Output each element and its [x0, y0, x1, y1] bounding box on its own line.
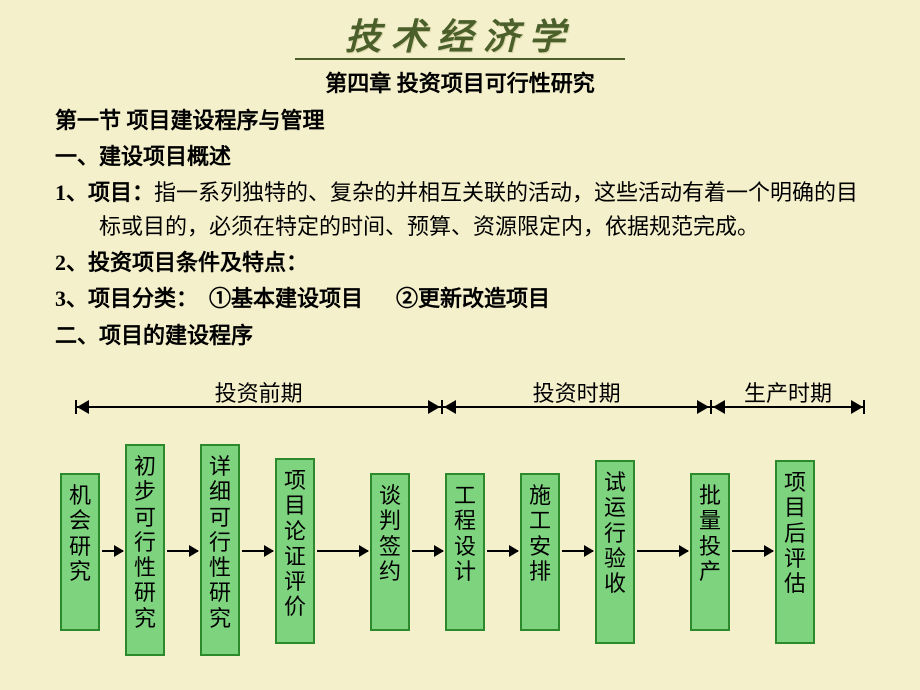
flow-box-b7: 施工安排	[520, 473, 560, 631]
heading-1: 一、建设项目概述	[55, 140, 865, 174]
point-3-lead: 3、项目分类：	[55, 286, 198, 311]
timeline-seg2-arrow-right	[851, 400, 863, 414]
chapter-title: 第四章 投资项目可行性研究	[0, 66, 920, 98]
timeline-seg0-arrow-left	[77, 400, 89, 414]
timeline-seg2-arrow-left	[713, 400, 725, 414]
flow-box-b9: 批量投产	[690, 473, 730, 631]
point-1: 1、项目：指一系列独特的、复杂的并相互关联的活动，这些活动有着一个明确的目标或目…	[55, 176, 865, 244]
timeline-tick-0	[441, 400, 443, 414]
point-3: 3、项目分类： ①基本建设项目 ②更新改造项目	[55, 282, 865, 316]
flow-arrow-4	[412, 550, 443, 552]
flow-box-b3: 详细可行性研究	[200, 444, 240, 656]
flow-arrow-6	[562, 550, 593, 552]
flow-box-b4: 项目论证评价	[275, 458, 315, 644]
timeline-seg1-arrow-left	[444, 400, 456, 414]
flow-arrow-2	[242, 550, 273, 552]
flow-arrow-5	[487, 550, 518, 552]
flow-box-b1: 机会研究	[60, 473, 100, 631]
point-1-lead: 1、项目：	[55, 180, 154, 205]
point-2: 2、投资项目条件及特点：	[55, 246, 865, 280]
timeline-endpoint-right	[863, 400, 865, 414]
flow-arrow-8	[732, 550, 773, 552]
timeline-phase-label-0: 投资前期	[215, 376, 303, 408]
heading-2: 二、项目的建设程序	[55, 319, 865, 353]
flow-arrow-0	[102, 550, 123, 552]
timeline-seg0-arrow-right	[428, 400, 440, 414]
flow-box-b8: 试运行验收	[595, 460, 635, 644]
section-1-title: 第一节 项目建设程序与管理	[55, 104, 865, 138]
timeline-phase-label-2: 生产时期	[744, 376, 832, 408]
flow-arrow-7	[637, 550, 688, 552]
timeline-seg1-arrow-right	[697, 400, 709, 414]
point-3-opt2: ②更新改造项目	[396, 286, 550, 311]
flow-diagram: 机会研究初步可行性研究详细可行性研究项目论证评价 谈判签约工程设计施工安排试运行验…	[50, 438, 880, 668]
flow-arrow-3	[317, 550, 368, 552]
flow-box-b10: 项目后评估	[775, 460, 815, 644]
flow-arrow-1	[167, 550, 198, 552]
point-1-body: 指一系列独特的、复杂的并相互关联的活动，这些活动有着一个明确的目标或目的，必须在…	[99, 180, 858, 239]
content-block: 第一节 项目建设程序与管理 一、建设项目概述 1、项目：指一系列独特的、复杂的并…	[0, 98, 920, 353]
flow-box-b5: 谈判签约	[370, 473, 410, 631]
timeline-phase-label-1: 投资时期	[533, 376, 621, 408]
flow-box-b2: 初步可行性研究	[125, 444, 165, 656]
flow-box-b6: 工程设计	[445, 473, 485, 631]
timeline-tick-1	[710, 400, 712, 414]
point-3-opt1: ①基本建设项目	[209, 286, 363, 311]
page-header-title: 技术经济学	[0, 0, 920, 60]
